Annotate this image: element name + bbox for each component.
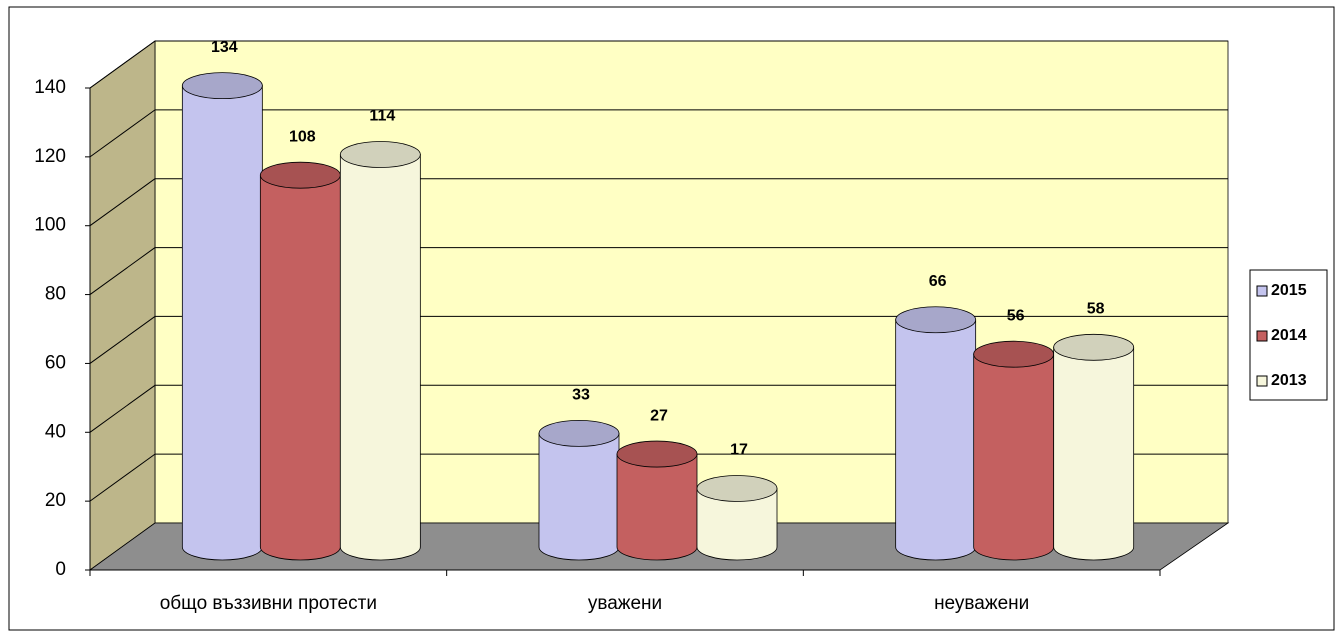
y-tick-label: 20 bbox=[45, 490, 66, 511]
grid-line bbox=[89, 247, 156, 295]
grid-line bbox=[89, 178, 156, 227]
y-tick-label: 100 bbox=[34, 215, 66, 236]
grid-line bbox=[89, 316, 156, 364]
data-label: 33 bbox=[572, 387, 590, 404]
cylinder-top bbox=[1053, 333, 1135, 361]
cylinder-top bbox=[973, 340, 1055, 368]
legend-label: 2013 bbox=[1271, 372, 1307, 389]
cylinder bbox=[339, 154, 421, 561]
x-tick-label: уважени bbox=[588, 593, 662, 614]
cylinder bbox=[616, 453, 698, 561]
data-label: 134 bbox=[211, 39, 238, 56]
cylinder-top bbox=[339, 141, 421, 168]
grid-line bbox=[89, 109, 156, 158]
cylinder-top bbox=[259, 161, 341, 189]
data-label: 58 bbox=[1087, 301, 1105, 318]
y-tick-label: 140 bbox=[34, 77, 66, 98]
x-tick-label: неуважени bbox=[934, 593, 1029, 614]
cylinder-top bbox=[181, 72, 263, 100]
cylinder bbox=[259, 174, 341, 561]
data-label: 66 bbox=[929, 273, 947, 290]
legend-swatch bbox=[1256, 330, 1268, 342]
cylinder bbox=[181, 85, 263, 561]
data-label: 108 bbox=[289, 128, 316, 145]
y-tick-label: 120 bbox=[34, 146, 66, 167]
legend-swatch bbox=[1256, 285, 1268, 297]
cylinder bbox=[973, 353, 1055, 561]
y-tick-label: 60 bbox=[45, 352, 66, 373]
cylinder bbox=[895, 319, 977, 561]
cylinder bbox=[538, 432, 620, 561]
side-wall bbox=[89, 40, 156, 571]
cylinder bbox=[1053, 346, 1135, 561]
cylinder bbox=[696, 488, 778, 561]
data-label: 114 bbox=[369, 108, 395, 125]
legend-label: 2014 bbox=[1271, 327, 1307, 344]
y-tick-label: 0 bbox=[55, 559, 66, 580]
x-tick-label: общо въззивни протести bbox=[160, 593, 377, 614]
legend-label: 2015 bbox=[1271, 282, 1307, 299]
grid-line bbox=[89, 384, 156, 433]
grid-line bbox=[89, 453, 156, 502]
y-tick-label: 80 bbox=[45, 284, 66, 305]
cylinder-top bbox=[895, 306, 977, 334]
cylinder-top bbox=[696, 475, 778, 502]
cylinder-top bbox=[538, 419, 620, 447]
data-label: 56 bbox=[1007, 307, 1025, 324]
legend-swatch bbox=[1256, 375, 1268, 387]
data-label: 17 bbox=[730, 442, 748, 459]
cylinder-top bbox=[616, 440, 698, 468]
y-tick-label: 40 bbox=[45, 421, 66, 442]
data-label: 27 bbox=[650, 407, 668, 424]
grid-line bbox=[89, 40, 156, 89]
